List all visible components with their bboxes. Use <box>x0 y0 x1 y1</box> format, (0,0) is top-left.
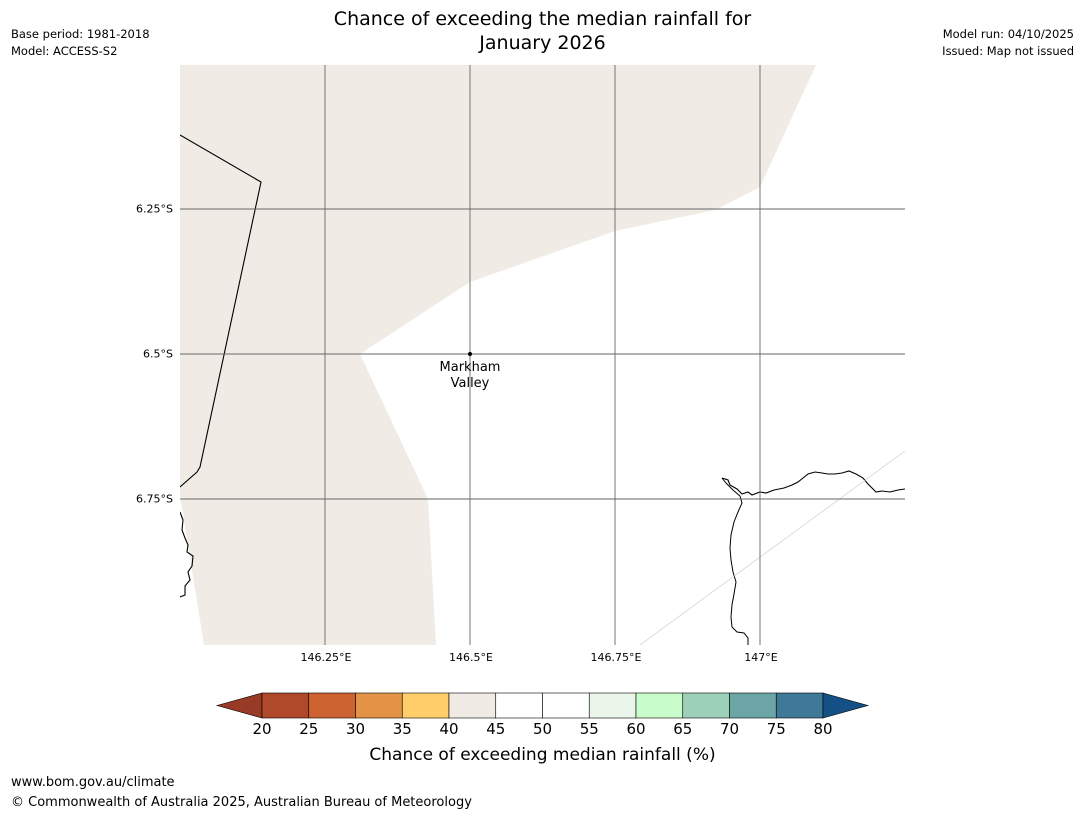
colorbar-tick-70: 70 <box>719 720 740 738</box>
place-label-line-1: Markham <box>439 360 501 375</box>
shaded-region-40-45 <box>180 65 816 645</box>
thin-boundary-line <box>639 450 905 645</box>
colorbar-tick-20: 20 <box>252 720 272 738</box>
colorbar-bin-50-55 <box>542 692 590 719</box>
colorbar-tick-60: 60 <box>626 720 646 738</box>
map-title: Chance of exceeding the median rainfall … <box>0 7 1085 55</box>
coastline-west <box>180 511 194 598</box>
base-period-text: Base period: 1981-2018 <box>11 27 150 41</box>
colorbar-bin-45-50 <box>495 692 543 719</box>
colorbar-bin-70-75 <box>729 692 777 719</box>
lon-label-146-75: 146.75°E <box>590 651 642 664</box>
lat-label-6-25: 6.25°S <box>136 202 173 216</box>
model-run-text: Model run: 04/10/2025 <box>942 27 1074 41</box>
colorbar-tick-30: 30 <box>345 720 366 738</box>
colorbar-bin-65-70 <box>682 692 730 719</box>
meta-left: Base period: 1981-2018 Model: ACCESS-S2 <box>11 26 150 60</box>
footer-url[interactable]: www.bom.gov.au/climate <box>11 775 175 790</box>
colorbar-bin-25-30 <box>308 692 356 719</box>
colorbar-bin-55-60 <box>588 692 637 719</box>
lon-label-146-25: 146.25°E <box>300 651 352 664</box>
issued-text: Issued: Map not issued <box>942 44 1074 58</box>
colorbar-bin-40-45 <box>448 692 497 719</box>
colorbar-bin-30-35 <box>355 692 403 719</box>
colorbar-tick-75: 75 <box>766 720 786 738</box>
colorbar <box>215 692 870 719</box>
colorbar-bin-35-40 <box>401 692 450 719</box>
colorbar-tick-50: 50 <box>532 720 553 738</box>
lon-label-146-5: 146.5°E <box>449 651 493 664</box>
colorbar-over-arrow <box>822 692 870 719</box>
land-border-line <box>180 134 262 488</box>
meta-right: Model run: 04/10/2025 Issued: Map not is… <box>942 26 1074 60</box>
colorbar-tick-65: 65 <box>673 720 693 738</box>
colorbar-bin-75-80 <box>775 692 824 719</box>
footer-copyright: © Commonwealth of Australia 2025, Austra… <box>11 795 472 810</box>
colorbar-label: Chance of exceeding median rainfall (%) <box>369 745 716 765</box>
markham-valley-marker[interactable] <box>468 352 472 356</box>
title-line-2: January 2026 <box>479 32 606 54</box>
region-edge-line <box>760 187 905 195</box>
colorbar-tick-35: 35 <box>392 720 412 738</box>
place-label-markham-valley: Markham Valley <box>420 360 520 392</box>
colorbar-bin-20-25 <box>261 692 310 719</box>
coastline-east <box>721 470 905 496</box>
river-line <box>721 477 749 645</box>
title-line-1: Chance of exceeding the median rainfall … <box>333 8 752 30</box>
colorbar-bin-60-65 <box>635 692 684 719</box>
colorbar-under-arrow <box>215 692 263 719</box>
lat-label-6-75: 6.75°S <box>136 492 173 506</box>
place-label-line-2: Valley <box>450 376 490 391</box>
colorbar-tick-80: 80 <box>813 720 833 738</box>
colorbar-tick-25: 25 <box>299 720 319 738</box>
colorbar-tick-55: 55 <box>579 720 599 738</box>
colorbar-tick-45: 45 <box>486 720 506 738</box>
lon-label-147: 147°E <box>744 651 778 664</box>
colorbar-tick-40: 40 <box>439 720 459 738</box>
model-text: Model: ACCESS-S2 <box>11 44 118 58</box>
lat-label-6-5: 6.5°S <box>143 347 173 361</box>
